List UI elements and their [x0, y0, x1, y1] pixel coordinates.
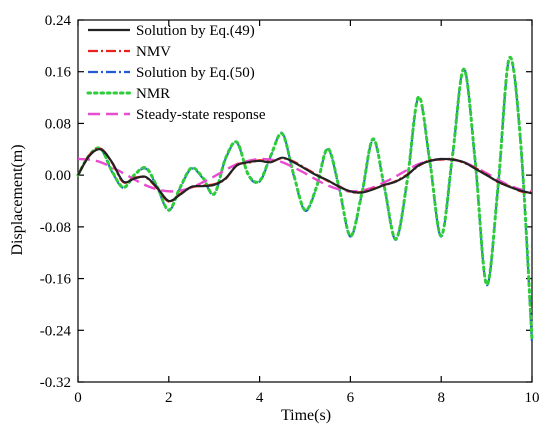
y-tick-label: -0.08 [40, 220, 71, 236]
x-tick-label: 0 [74, 390, 82, 406]
y-axis-title: Displacement(m) [9, 144, 26, 255]
x-tick-label: 10 [525, 390, 540, 406]
legend-label: NMV [136, 44, 171, 60]
y-tick-label: 0.08 [45, 116, 71, 132]
y-tick-label: 0.16 [45, 65, 72, 81]
x-axis-title: Time(s) [281, 407, 331, 424]
x-tick-label: 2 [165, 390, 173, 406]
series-line-4 [77, 157, 533, 193]
x-tick-label: 8 [437, 390, 445, 406]
y-tick-label: -0.24 [40, 323, 72, 339]
plot-frame [77, 19, 533, 383]
axes: 0 2 4 6 8 10 -0.32 -0.24 -0.16 -0.08 0.00 0.08 0.16 0… [40, 13, 540, 406]
y-tick-label: -0.16 [40, 272, 72, 288]
legend-label: NMR [136, 86, 170, 102]
legend: Solution by Eq.(49) NMV Solution by Eq.(50… [86, 23, 266, 123]
x-tick-label: 4 [256, 390, 264, 406]
legend-label: Steady-state response [136, 107, 266, 123]
series-line-0 [77, 147, 533, 203]
y-tick-label: -0.32 [40, 375, 71, 391]
series-lines [76, 55, 534, 344]
legend-label: Solution by Eq.(49) [136, 23, 255, 39]
y-tick-label: 0.00 [45, 168, 71, 184]
x-tick-label: 6 [347, 390, 355, 406]
y-tick-label: 0.24 [45, 13, 72, 29]
series-line-1 [77, 147, 533, 203]
legend-label: Solution by Eq.(50) [136, 65, 255, 81]
